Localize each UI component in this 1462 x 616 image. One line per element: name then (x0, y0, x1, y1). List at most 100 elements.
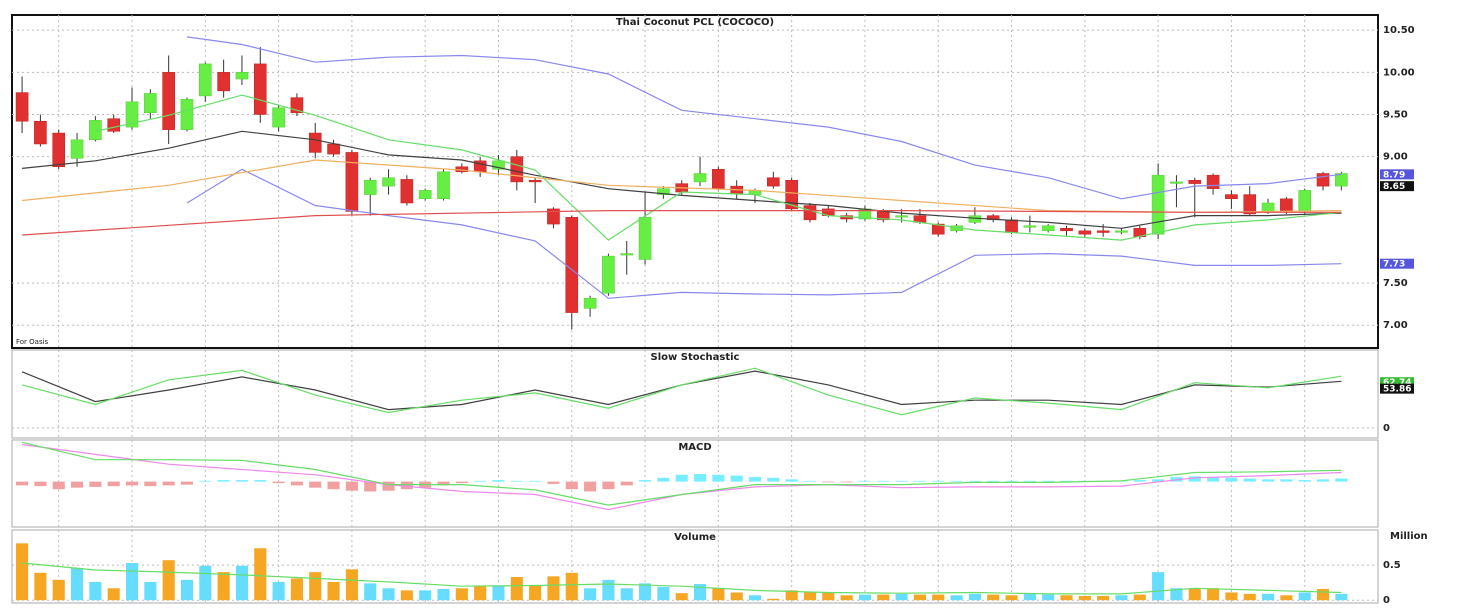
bar (34, 481, 47, 487)
candle-body (162, 72, 175, 130)
bar (1152, 572, 1165, 601)
panel-title: MACD (678, 442, 711, 453)
bar (693, 474, 707, 482)
annotation: For Oasis (16, 338, 49, 346)
candle-body (272, 107, 285, 128)
bar (1042, 594, 1055, 601)
bar (639, 583, 652, 601)
value-tag (1380, 377, 1414, 388)
bar (1170, 588, 1183, 601)
bar (1060, 595, 1073, 601)
indicator-line (22, 210, 1342, 236)
candle-body (785, 179, 798, 210)
value-tag (1380, 383, 1414, 394)
value-tag-label: 8.79 (1383, 170, 1405, 180)
bar (254, 548, 267, 601)
value-tag-label: 62.74 (1383, 378, 1411, 388)
bar (364, 481, 377, 492)
bar (1225, 477, 1238, 482)
bar (180, 579, 194, 601)
bar (419, 590, 432, 601)
bar (1005, 480, 1018, 482)
y-tick-label: 0 (1383, 595, 1390, 606)
bar (822, 592, 835, 601)
panel-frame (11, 349, 1379, 439)
bar (492, 480, 505, 482)
bar (144, 581, 157, 601)
bar (1005, 595, 1018, 601)
candle-body (1078, 230, 1092, 235)
candle-body (1115, 230, 1128, 233)
candle-body (712, 169, 725, 189)
bar (1115, 595, 1128, 601)
bar (803, 480, 817, 482)
candle-body (1316, 173, 1330, 187)
bar (1133, 480, 1146, 482)
candle-body (52, 132, 66, 167)
candle-body (510, 156, 524, 183)
candle-body (528, 179, 542, 183)
candle-body (1280, 198, 1293, 212)
bar (565, 572, 578, 601)
bar (858, 594, 871, 601)
bar (785, 590, 798, 601)
value-tag-label: 8.65 (1383, 182, 1405, 192)
candle-body (1041, 225, 1055, 232)
candle-body (895, 215, 908, 218)
candle-body (1206, 174, 1220, 189)
value-tag (1380, 169, 1414, 180)
bar (1023, 593, 1036, 601)
bar (327, 581, 340, 601)
bar (1243, 478, 1256, 482)
bar (1207, 588, 1220, 601)
indicator-line (22, 130, 1342, 229)
bar (620, 588, 633, 601)
candle-body (125, 101, 139, 128)
bar (1243, 593, 1256, 601)
bar (968, 480, 981, 482)
bar (309, 481, 322, 488)
candle-body (345, 152, 359, 212)
indicator-line (21, 367, 1342, 416)
bar (510, 577, 523, 601)
bar (1262, 593, 1275, 601)
bar (620, 481, 633, 486)
y-tick-label: 7.00 (1383, 320, 1408, 331)
candle-body (1261, 202, 1275, 212)
y-tick-label: 10.00 (1383, 67, 1415, 78)
candle-body (1023, 225, 1037, 228)
bar (199, 480, 212, 482)
bar (565, 481, 578, 490)
bar (767, 477, 780, 482)
bar (987, 594, 1000, 601)
candle-body (602, 255, 615, 294)
bar (675, 593, 688, 601)
bar (1042, 480, 1055, 482)
bar (455, 588, 468, 601)
candle-body (199, 63, 212, 97)
candle-body (1243, 194, 1257, 215)
bar (950, 480, 963, 482)
bar (877, 480, 890, 482)
y-tick-label: 10.50 (1383, 25, 1415, 36)
candle-body (620, 253, 634, 256)
candle-body (1298, 190, 1312, 212)
bar (382, 588, 395, 601)
y-tick-label: 7.50 (1383, 278, 1408, 289)
bar (144, 481, 157, 487)
value-tag (1380, 181, 1414, 192)
candle-body (547, 208, 560, 225)
bar (748, 477, 762, 482)
candle-body (144, 93, 157, 114)
bar (1280, 595, 1293, 601)
bar (1298, 480, 1311, 482)
candle-body (327, 143, 340, 155)
bar (895, 480, 908, 482)
bar (254, 480, 267, 482)
bar (968, 593, 981, 601)
bar (730, 592, 743, 601)
y-tick-label: 0.5 (1383, 560, 1401, 571)
indicator-line (22, 562, 1342, 595)
bar (1078, 595, 1091, 601)
bar (932, 594, 945, 601)
